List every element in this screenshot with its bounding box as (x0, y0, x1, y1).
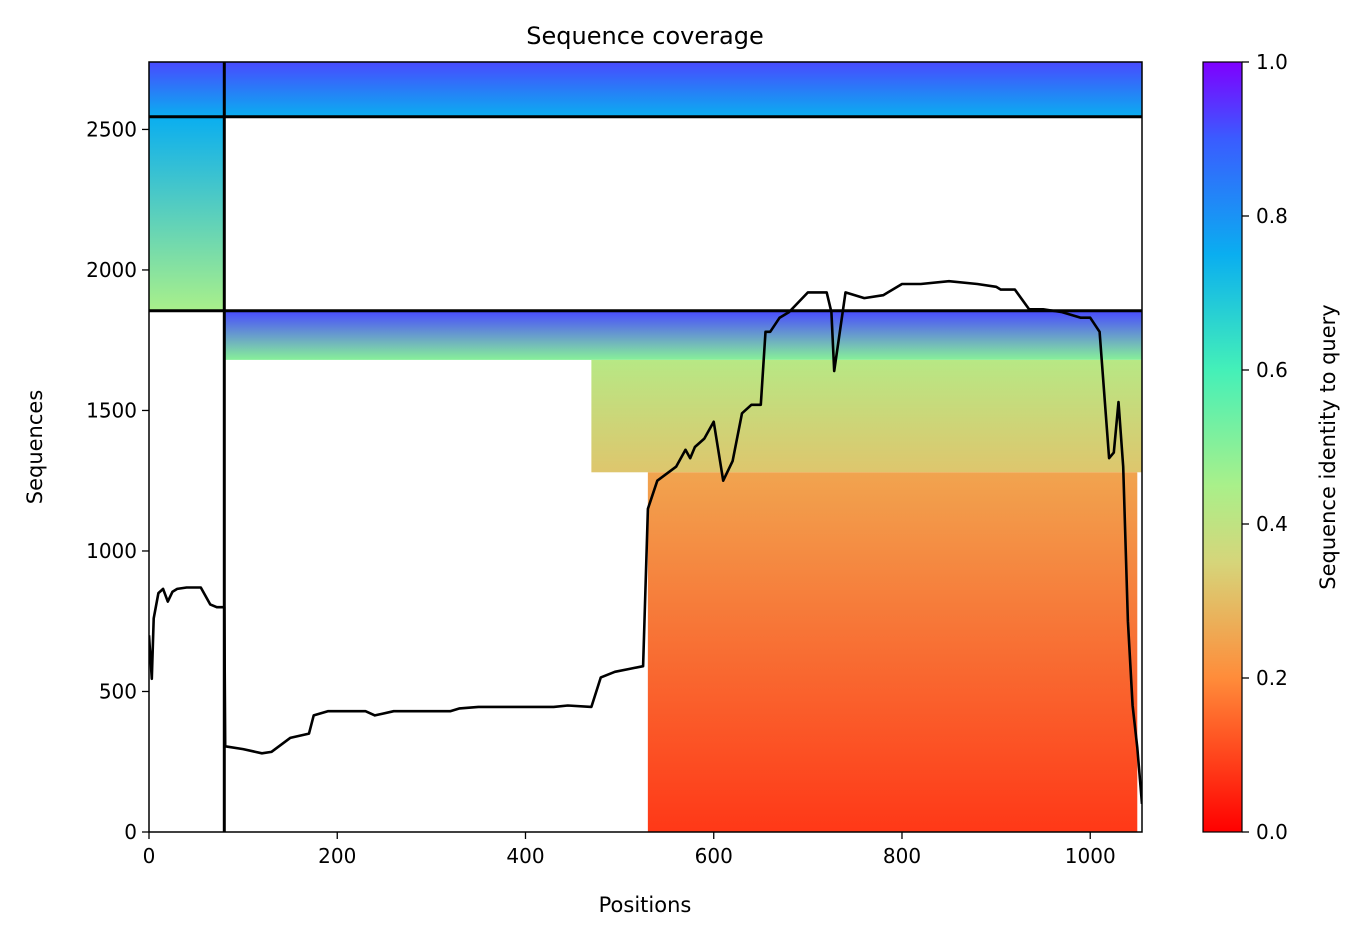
colorbar-tick-label: 0.6 (1256, 358, 1288, 382)
y-tick-label: 500 (99, 679, 137, 703)
colorbar-tick-label: 0.0 (1256, 820, 1288, 844)
colorbar-tick-label: 0.4 (1256, 512, 1288, 536)
x-tick-label: 0 (143, 844, 156, 868)
x-axis-label: Positions (599, 893, 692, 917)
y-tick-label: 2000 (86, 258, 137, 282)
identity-block (224, 310, 1142, 360)
x-tick-label: 600 (695, 844, 733, 868)
identity-block (149, 116, 225, 311)
y-axis-label: Sequences (23, 390, 47, 505)
identity-block (647, 472, 1138, 832)
identity-block (149, 62, 1142, 117)
y-tick-label: 2500 (86, 117, 137, 141)
identity-block (591, 359, 1142, 473)
x-tick-label: 400 (506, 844, 544, 868)
chart-title: Sequence coverage (526, 22, 763, 50)
colorbar (1202, 61, 1243, 833)
x-tick-label: 1000 (1065, 844, 1116, 868)
plot-frame (148, 61, 1143, 833)
y-tick-label: 1000 (86, 539, 137, 563)
x-tick-label: 800 (883, 844, 921, 868)
y-tick-label: 1500 (86, 398, 137, 422)
colorbar-tick-label: 0.8 (1256, 204, 1288, 228)
colorbar-tick-label: 1.0 (1256, 50, 1288, 74)
x-tick-label: 200 (318, 844, 356, 868)
colorbar-tick-label: 0.2 (1256, 666, 1288, 690)
coverage-line (149, 279, 1142, 805)
x-axis-ticks: 0 200 400 600 800 1000 (143, 832, 1116, 868)
coverage-line-group (149, 279, 1142, 805)
identity-heatmap (149, 62, 1142, 832)
y-tick-label: 0 (124, 820, 137, 844)
y-axis-ticks: 0 500 1000 1500 2000 2500 (86, 117, 149, 844)
colorbar-label: Sequence identity to query (1316, 304, 1340, 589)
colorbar-ticks: 0.0 0.2 0.4 0.6 0.8 1.0 (1242, 50, 1288, 844)
